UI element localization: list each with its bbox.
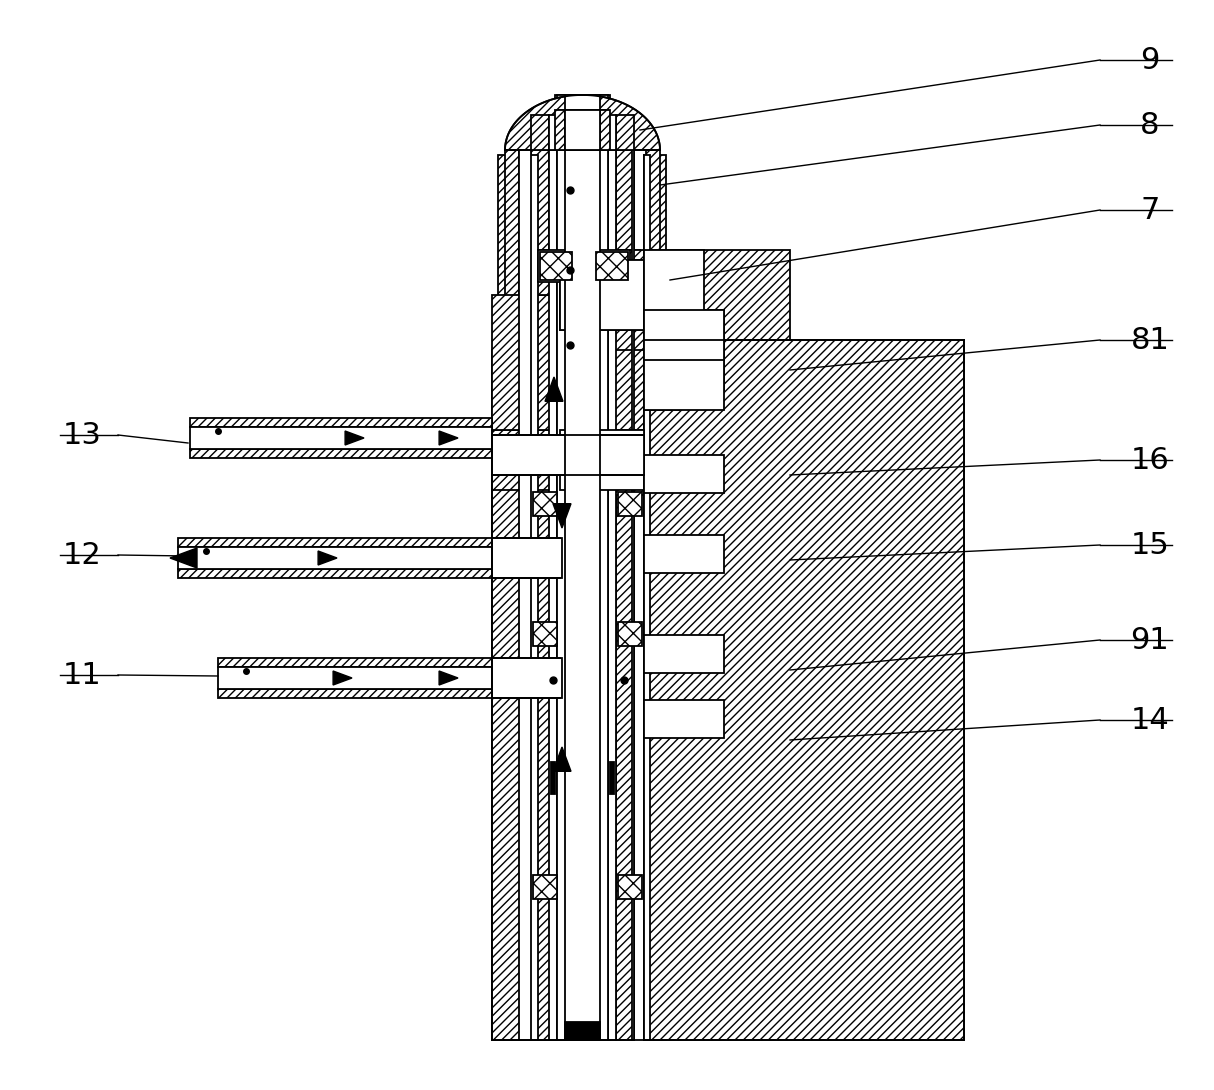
Bar — [643, 250, 790, 340]
Bar — [551, 762, 555, 794]
Bar — [492, 538, 562, 578]
Bar — [632, 150, 634, 1040]
Text: 11: 11 — [63, 661, 102, 690]
Bar — [565, 110, 600, 150]
Bar — [643, 635, 724, 673]
Bar — [549, 150, 557, 1040]
Text: 13: 13 — [63, 421, 102, 449]
Bar — [565, 95, 600, 1040]
Polygon shape — [318, 552, 337, 565]
Text: 8: 8 — [1140, 110, 1159, 140]
Polygon shape — [345, 431, 364, 445]
Bar — [219, 667, 492, 689]
Bar — [646, 150, 660, 1040]
Bar — [522, 250, 592, 295]
Bar — [643, 535, 724, 573]
Bar — [618, 492, 642, 516]
Bar — [178, 547, 492, 569]
Bar — [594, 250, 630, 282]
Bar — [608, 116, 615, 150]
Bar — [219, 658, 492, 667]
Text: 14: 14 — [1130, 705, 1169, 735]
Bar — [498, 155, 520, 1040]
Bar — [596, 252, 628, 280]
Text: 7: 7 — [1140, 195, 1159, 225]
Bar — [600, 110, 609, 150]
Bar — [191, 449, 492, 458]
Polygon shape — [170, 548, 197, 568]
Polygon shape — [439, 431, 458, 445]
Bar — [555, 95, 565, 1040]
Bar — [560, 261, 643, 330]
Bar — [191, 417, 492, 427]
Bar — [533, 622, 557, 646]
Bar — [538, 250, 574, 282]
Bar — [555, 110, 565, 150]
Bar — [557, 95, 608, 1040]
Text: 16: 16 — [1130, 446, 1169, 474]
Bar — [560, 250, 643, 350]
Bar — [643, 700, 724, 738]
Polygon shape — [505, 95, 660, 150]
Bar — [492, 429, 562, 1040]
Bar — [560, 429, 643, 490]
Bar — [643, 155, 666, 1040]
Bar — [191, 427, 492, 449]
Bar — [520, 150, 531, 1040]
Bar — [492, 350, 562, 429]
Bar — [643, 310, 724, 360]
Bar — [643, 310, 724, 390]
Bar — [505, 150, 520, 1040]
Bar — [643, 350, 679, 410]
Bar — [608, 150, 615, 1040]
Bar — [643, 340, 964, 1040]
Bar — [492, 435, 643, 475]
Bar — [643, 250, 704, 340]
Bar — [615, 116, 634, 150]
Polygon shape — [545, 377, 563, 401]
Bar — [557, 110, 608, 150]
Bar — [565, 1022, 600, 1040]
Bar — [615, 150, 634, 1040]
Text: 15: 15 — [1130, 531, 1169, 559]
Bar — [560, 261, 643, 330]
Bar — [590, 250, 640, 295]
Text: 91: 91 — [1130, 626, 1169, 654]
Bar — [531, 116, 549, 150]
Polygon shape — [439, 671, 458, 685]
Text: 81: 81 — [1130, 326, 1169, 354]
Bar — [590, 295, 643, 429]
Bar — [219, 689, 492, 698]
Text: 9: 9 — [1140, 46, 1159, 74]
Polygon shape — [333, 671, 352, 685]
Bar — [178, 569, 492, 578]
Bar — [492, 658, 562, 698]
Bar — [549, 116, 557, 150]
Bar — [533, 875, 557, 899]
Bar — [643, 455, 724, 493]
Bar — [520, 155, 538, 1040]
Bar — [531, 150, 549, 1040]
Bar — [643, 350, 724, 410]
Bar — [609, 762, 614, 794]
Text: 12: 12 — [63, 541, 102, 569]
Polygon shape — [554, 504, 571, 528]
Bar — [492, 429, 643, 495]
Bar — [600, 95, 609, 1040]
Bar — [540, 252, 572, 280]
Bar — [643, 155, 649, 1040]
Bar — [618, 622, 642, 646]
Polygon shape — [554, 747, 571, 772]
Bar — [533, 492, 557, 516]
Bar — [178, 538, 492, 547]
Bar — [618, 875, 642, 899]
Bar — [492, 295, 562, 429]
Bar — [560, 429, 643, 490]
Bar — [492, 490, 562, 1040]
